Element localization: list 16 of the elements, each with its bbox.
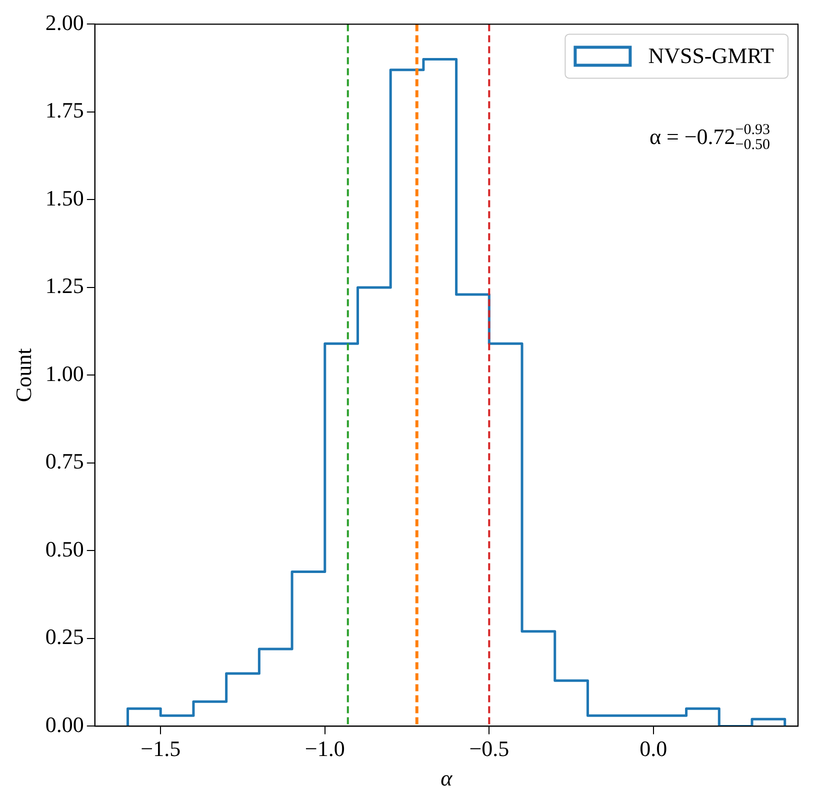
y-tick-label: 0.25 <box>45 624 84 650</box>
y-tick-label: 1.00 <box>45 360 84 386</box>
y-tick-label: 0.50 <box>45 536 84 562</box>
legend-label: NVSS-GMRT <box>648 42 775 68</box>
x-axis-title: α <box>440 766 453 791</box>
x-tick-label: −1.5 <box>140 736 181 762</box>
y-tick-label: 1.75 <box>45 98 84 123</box>
y-tick-label: 2.00 <box>45 10 84 35</box>
y-tick-label: 0.75 <box>45 448 84 474</box>
x-tick-label: −1.0 <box>304 736 345 762</box>
x-tick-label: −0.5 <box>469 736 510 762</box>
y-tick-label: 0.00 <box>45 712 84 737</box>
y-axis-title: Count <box>10 348 36 402</box>
y-tick-label: 1.25 <box>45 273 84 298</box>
x-tick-label: 0.0 <box>640 736 668 762</box>
y-tick-label: 1.50 <box>45 185 84 210</box>
